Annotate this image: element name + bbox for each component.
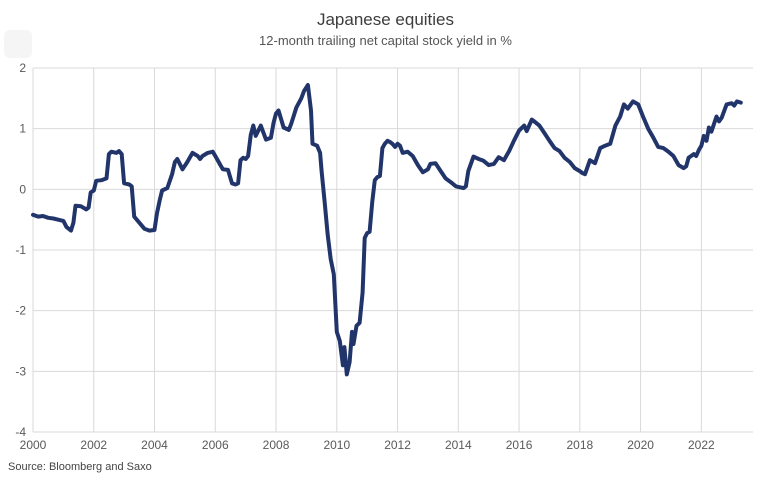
y-tick-label: -2 — [15, 304, 26, 318]
x-tick-label: 2002 — [80, 438, 107, 452]
x-tick-label: 2004 — [141, 438, 168, 452]
x-tick-label: 2016 — [506, 438, 533, 452]
x-tick-label: 2010 — [323, 438, 350, 452]
x-tick-label: 2020 — [627, 438, 654, 452]
y-tick-label: -4 — [15, 425, 26, 439]
x-tick-label: 2018 — [566, 438, 593, 452]
data-series-line — [31, 83, 743, 377]
y-tick-label: -3 — [15, 364, 26, 378]
x-tick-label: 2012 — [384, 438, 411, 452]
y-tick-label: 0 — [19, 182, 26, 196]
x-tick-label: 2000 — [20, 438, 47, 452]
x-tick-label: 2006 — [202, 438, 229, 452]
y-tick-label: -1 — [15, 243, 26, 257]
watermark-square — [4, 30, 32, 58]
chart-subtitle: 12-month trailing net capital stock yiel… — [259, 33, 512, 48]
y-tick-label: 2 — [19, 61, 26, 75]
y-tick-label: 1 — [19, 122, 26, 136]
x-tick-label: 2008 — [263, 438, 290, 452]
x-tick-label: 2014 — [445, 438, 472, 452]
chart-title: Japanese equities — [316, 10, 455, 29]
source-note: Source: Bloomberg and Saxo — [8, 461, 152, 473]
x-tick-label: 2022 — [688, 438, 715, 452]
